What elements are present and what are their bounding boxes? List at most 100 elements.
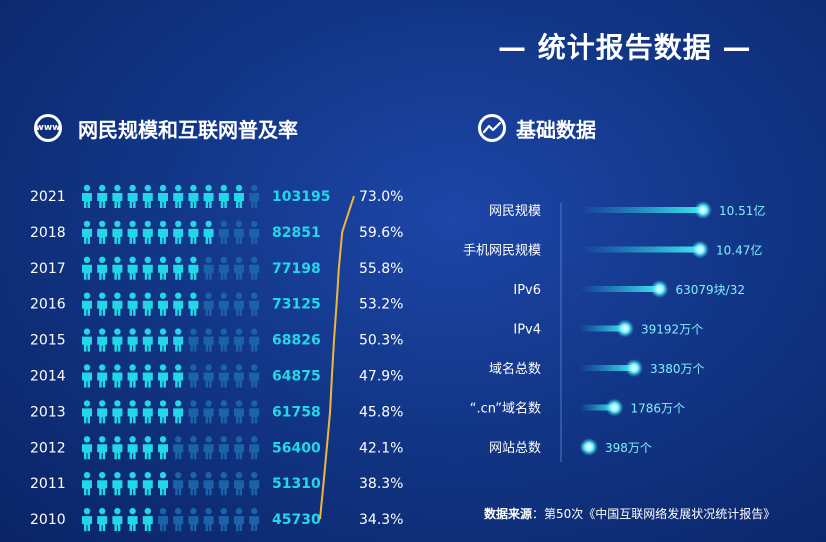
person-icon [188,507,199,532]
person-icon [218,292,229,316]
person-icon [127,256,138,280]
bar [580,325,625,332]
person-icon [203,400,214,424]
person-icon [249,400,260,424]
bar-category-label: 手机网民规模 [463,244,541,259]
person-icon [142,292,153,316]
person-icon [112,436,123,460]
person-icon [142,184,153,208]
user-count: 51310 [272,476,321,492]
bar [580,246,700,253]
person-icon [203,256,214,280]
person-icon [127,220,138,244]
year-label: 2013 [30,404,66,420]
person-icon [234,184,244,208]
person-icon [203,472,214,496]
person-icon [234,507,244,532]
bar-category-label: IPv4 [513,323,541,338]
bar-value-label: 398万个 [605,441,652,455]
person-icon [112,184,123,208]
person-icon [218,400,229,424]
person-icon [97,507,108,532]
person-icon [188,400,199,424]
person-icon [97,184,108,208]
bar [580,365,634,371]
person-icon [112,472,123,496]
data-source-text: ：第50次《中国互联网络发展状况统计报告》 [532,507,776,521]
person-icon [82,507,92,532]
section-title-users: 网民规模和互联网普及率 [78,118,298,142]
rate-trend-line [319,195,355,520]
person-icon [142,472,153,496]
trend-chart-icon [478,114,506,142]
data-source-label: 数据来源 [484,507,533,521]
person-icon [82,184,92,208]
person-icon [97,400,108,424]
person-icon [158,364,168,388]
person-icon [158,184,168,208]
year-label: 2012 [30,440,66,456]
user-count: 77198 [272,261,321,277]
person-icon [218,184,229,208]
person-icon [158,292,168,316]
person-icon [142,220,153,244]
person-icon [97,472,108,496]
penetration-rate: 47.9% [359,369,403,385]
person-icon [249,364,260,388]
penetration-rate: 38.3% [359,476,403,492]
person-icon [127,507,138,532]
person-icon [158,472,168,496]
person-icon [203,328,214,352]
bar-end-glow [580,438,598,456]
person-icon [203,364,214,388]
bar-end-glow [616,319,634,338]
person-icon [203,507,214,532]
person-icon [173,292,184,316]
bar-category-label: “.cn”域名数 [470,401,541,417]
person-icon [173,507,184,532]
person-icon [249,292,260,316]
person-icon [218,507,229,532]
bar-end-glow [625,359,643,377]
bar-value-label: 1786万个 [631,402,686,416]
person-icon [218,364,229,388]
person-icon [127,184,138,208]
bar-value-label: 39192万个 [641,323,703,337]
year-label: 2016 [30,297,66,313]
penetration-rate: 34.3% [359,512,403,528]
www-icon: www [34,114,62,142]
penetration-rate: 45.8% [359,404,403,420]
bar-end-glow [605,398,624,417]
person-icon [173,400,184,424]
person-icon [173,328,184,352]
person-icon [127,364,138,388]
person-icon [234,436,244,460]
person-icon [173,436,184,460]
person-icon [127,292,138,316]
bar-value-label: 63079块/32 [676,283,746,297]
person-icon [249,220,260,244]
person-icon [249,507,260,532]
year-label: 2017 [30,261,66,277]
person-icon [82,256,92,280]
person-icon [97,364,108,388]
person-icon [188,436,199,460]
bar-value-label: 10.47亿 [716,243,762,258]
person-icon [142,400,153,424]
person-icon [218,256,229,280]
person-icon [82,292,92,316]
penetration-rate: 42.1% [359,440,403,456]
person-icon [127,472,138,496]
person-icon [127,328,138,352]
person-icon [158,328,168,352]
penetration-rate: 59.6% [359,225,403,241]
person-icon [188,256,199,280]
person-icon [203,220,214,244]
person-icon [82,220,92,244]
page-title: — 统计报告数据 — [498,31,752,64]
person-icon [82,328,92,352]
person-icon [127,436,138,460]
bar-end-glow [691,240,709,259]
person-icon [234,328,244,352]
